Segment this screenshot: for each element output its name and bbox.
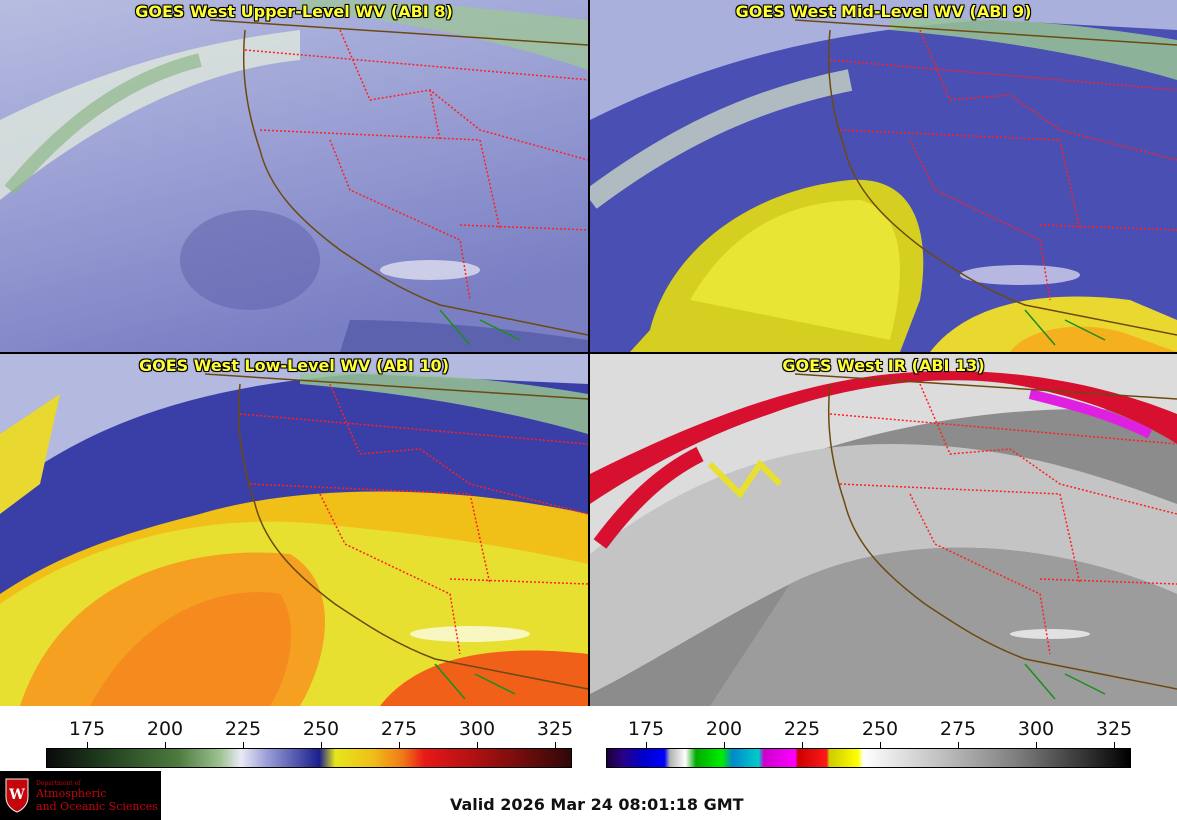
panel-ir: GOES West IR (ABI 13) — [590, 354, 1177, 706]
wv-tick-mark — [477, 742, 478, 748]
logo-line2: and Oceanic Sciences — [36, 800, 158, 813]
wv-tick-label: 225 — [224, 718, 262, 740]
logo-department: Department of — [36, 780, 81, 787]
wv-tick-label: 200 — [146, 718, 184, 740]
upper-level-wv-image — [0, 0, 588, 352]
ir-colorbar-ticks: 175 200 225 250 275 300 325 — [606, 718, 1133, 740]
wv-tick-mark — [399, 742, 400, 748]
ir-tick-mark — [724, 742, 725, 748]
wv-tick-label: 275 — [380, 718, 418, 740]
wv-colorbar-gradient — [46, 748, 572, 768]
ir-tick-mark — [1036, 742, 1037, 748]
ir-colorbar: 175 200 225 250 275 300 325 — [606, 708, 1133, 770]
panel-title: GOES West Upper-Level WV (ABI 8) — [135, 2, 453, 21]
aos-logo: W Department of Atmospheric and Oceanic … — [0, 771, 161, 820]
wv-tick-mark — [87, 742, 88, 748]
logo-line1: Atmospheric — [36, 787, 107, 800]
ir-tick-mark — [958, 742, 959, 748]
wv-tick-label: 175 — [68, 718, 106, 740]
panel-title: GOES West Low-Level WV (ABI 10) — [138, 356, 449, 375]
ir-tick-mark — [802, 742, 803, 748]
mid-level-wv-image — [590, 0, 1177, 352]
wv-tick-mark — [165, 742, 166, 748]
wv-tick-mark — [555, 742, 556, 748]
panel-mid-level-wv: GOES West Mid-Level WV (ABI 9) — [590, 0, 1177, 352]
wv-colorbar-ticks: 175 200 225 250 275 300 325 — [46, 718, 574, 740]
uw-crest-icon: W — [5, 778, 29, 813]
wv-colorbar: 175 200 225 250 275 300 325 — [46, 708, 574, 770]
wv-tick-mark — [243, 742, 244, 748]
ir-tick-label: 325 — [1095, 718, 1133, 740]
ir-image — [590, 354, 1177, 706]
svg-text:W: W — [8, 787, 25, 803]
panel-title: GOES West IR (ABI 13) — [782, 356, 985, 375]
wv-tick-label: 250 — [302, 718, 340, 740]
ir-tick-label: 250 — [861, 718, 899, 740]
ir-tick-label: 225 — [783, 718, 821, 740]
wv-tick-label: 325 — [536, 718, 574, 740]
wv-tick-mark — [321, 742, 322, 748]
ir-tick-label: 275 — [939, 718, 977, 740]
ir-tick-mark — [646, 742, 647, 748]
panel-low-level-wv: GOES West Low-Level WV (ABI 10) — [0, 354, 588, 706]
ir-tick-mark — [880, 742, 881, 748]
panel-divider-horizontal — [0, 352, 1177, 354]
ir-tick-label: 200 — [705, 718, 743, 740]
panel-title: GOES West Mid-Level WV (ABI 9) — [735, 2, 1032, 21]
wv-tick-label: 300 — [458, 718, 496, 740]
panel-upper-level-wv: GOES West Upper-Level WV (ABI 8) — [0, 0, 588, 352]
low-level-wv-image — [0, 354, 588, 706]
ir-tick-label: 175 — [627, 718, 665, 740]
valid-time: Valid 2026 Mar 24 08:01:18 GMT — [450, 795, 744, 814]
ir-tick-label: 300 — [1017, 718, 1055, 740]
ir-colorbar-gradient — [606, 748, 1131, 768]
ir-tick-mark — [1114, 742, 1115, 748]
